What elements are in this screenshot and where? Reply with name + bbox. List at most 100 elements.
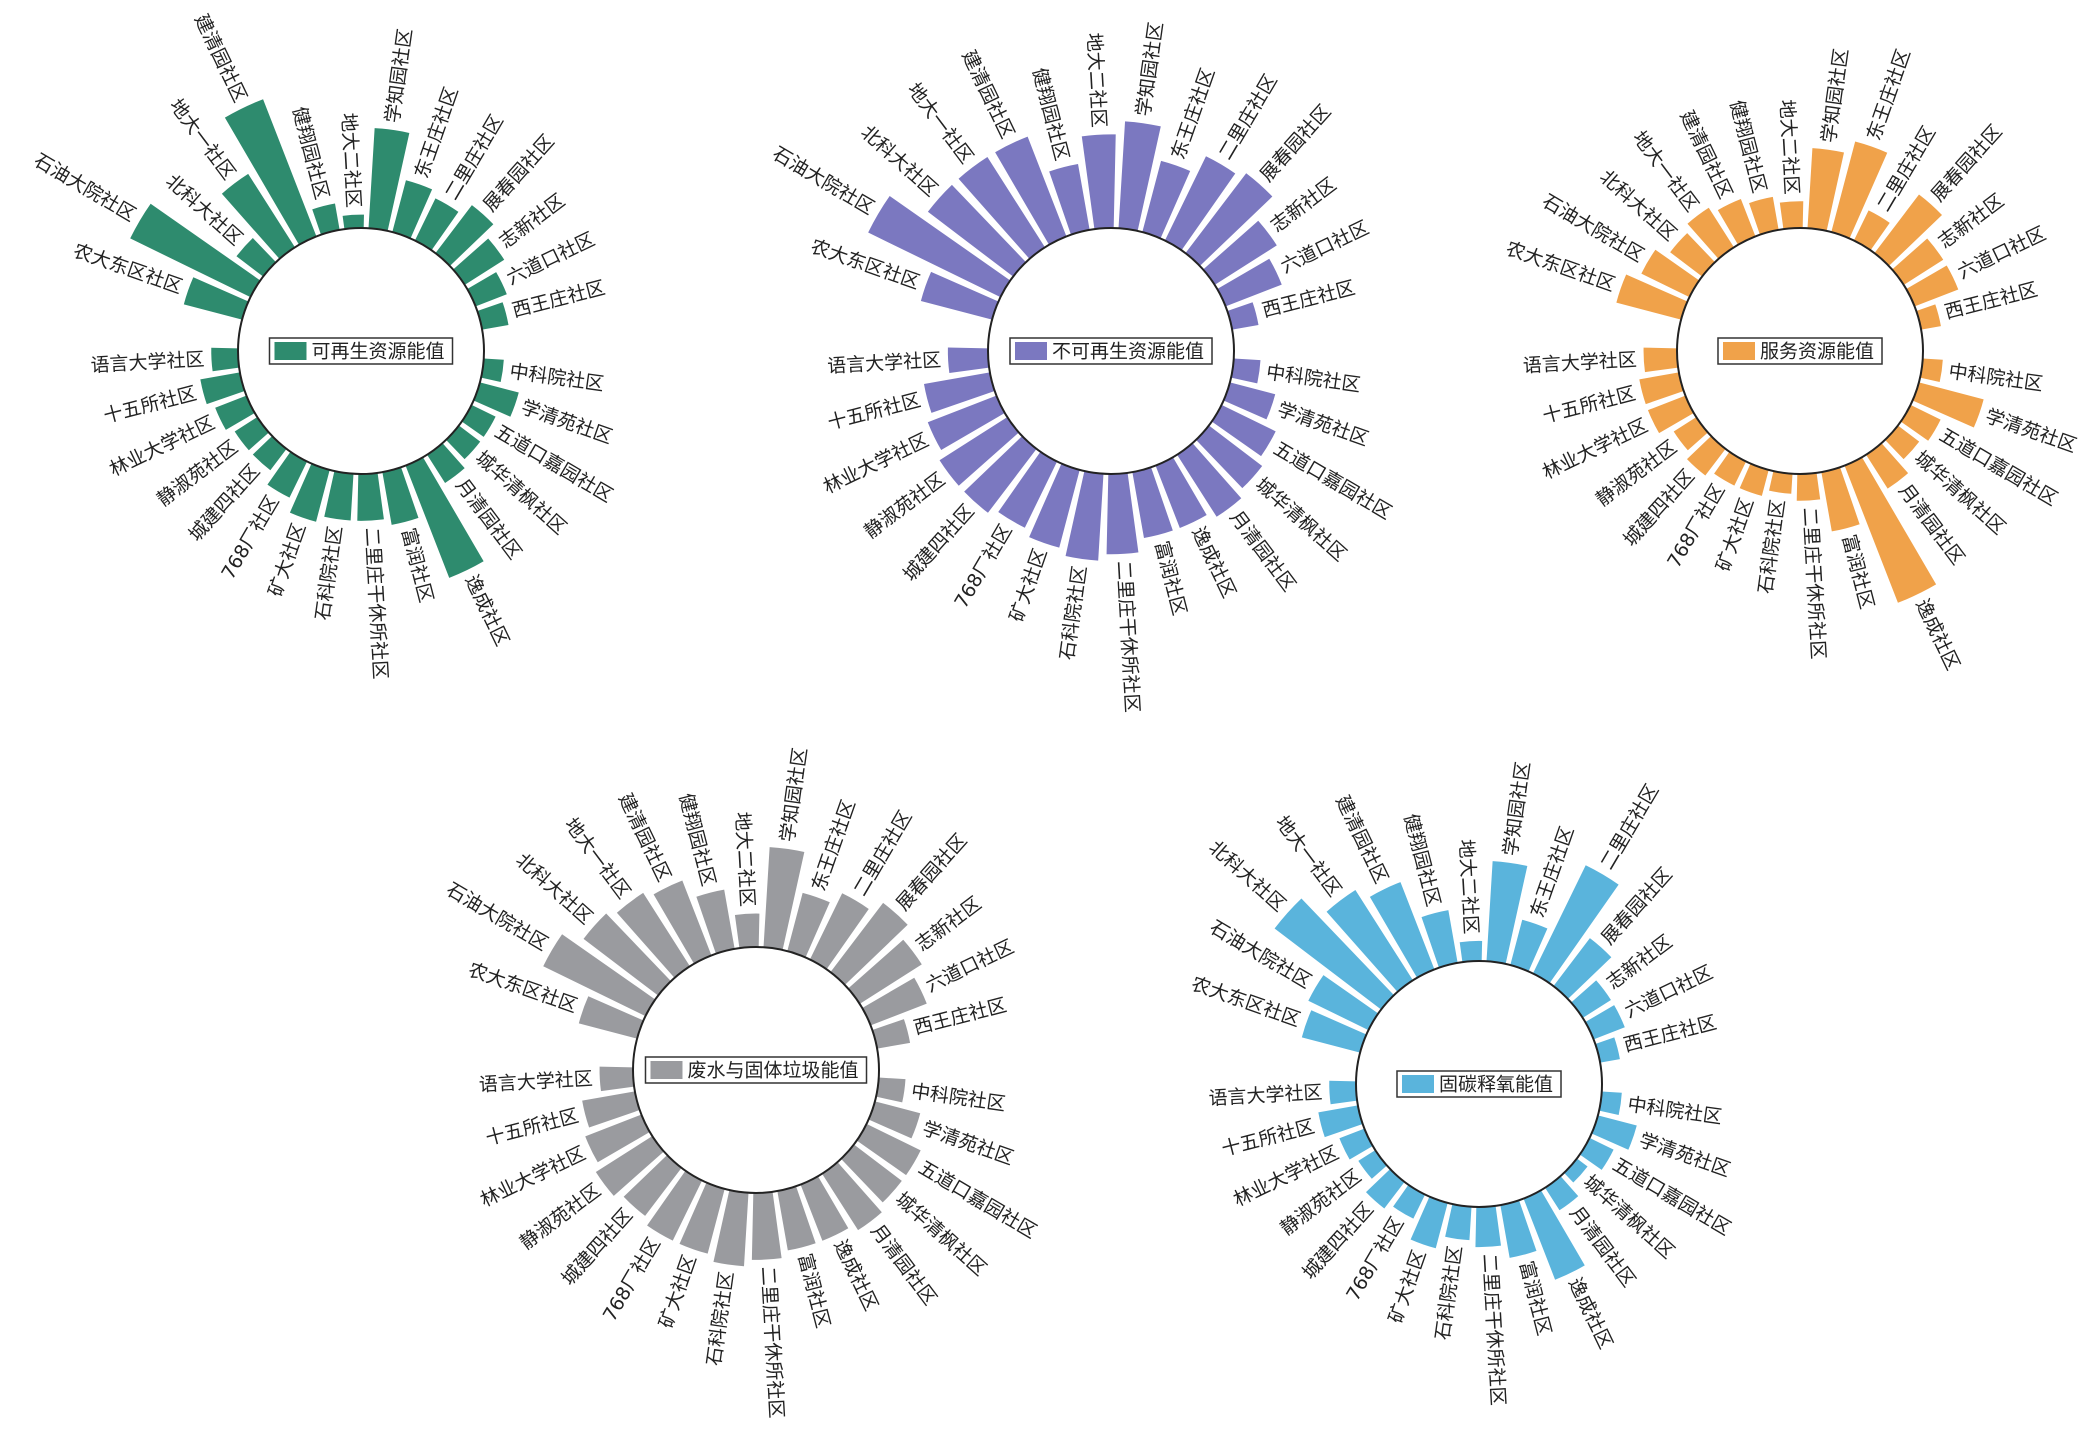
bar — [923, 372, 995, 413]
bar — [1475, 1205, 1501, 1248]
category-label: 地大一社区 — [1271, 812, 1346, 901]
category-label: 富润社区 — [397, 526, 437, 605]
bar — [342, 214, 364, 230]
bar — [958, 156, 1045, 259]
legend-box — [1009, 337, 1213, 365]
bar — [1641, 249, 1700, 298]
bar — [1231, 358, 1261, 384]
radial-bar-chart: 学知园社区东王庄社区二里庄社区展春园社区志新社区六道口社区西王庄社区中科院社区学… — [1503, 46, 2079, 673]
legend-box — [1717, 337, 1883, 365]
bar — [1616, 274, 1688, 320]
bar — [1211, 404, 1276, 457]
bar — [1900, 404, 1941, 441]
category-label: 北科大社区 — [1204, 836, 1290, 916]
bar — [1595, 1037, 1620, 1063]
bar — [1779, 201, 1804, 230]
bar — [927, 184, 1026, 277]
category-label: 健翔园社区 — [1725, 98, 1770, 195]
category-label: 逸成社区 — [460, 572, 513, 650]
bar — [392, 180, 433, 239]
bar — [763, 847, 805, 950]
category-label: 地大二社区 — [337, 112, 364, 208]
category-label: 石科院社区 — [312, 525, 347, 622]
category-label: 矿大社区 — [1006, 546, 1052, 625]
bar — [1749, 196, 1779, 235]
bar — [647, 1170, 703, 1241]
bar — [1532, 865, 1619, 984]
legend-swatch — [1722, 342, 1755, 360]
bar — [1639, 372, 1684, 405]
bar — [1892, 238, 1944, 285]
legend-box — [644, 1056, 868, 1084]
category-label: 富润社区 — [793, 1251, 833, 1330]
bar — [543, 934, 656, 1017]
bar — [848, 939, 922, 1004]
bar — [1301, 1010, 1367, 1053]
category-label: 地大二社区 — [731, 811, 758, 907]
bar — [1339, 1128, 1373, 1160]
bar — [1118, 121, 1161, 231]
bar — [856, 1123, 921, 1176]
bar — [1500, 1200, 1537, 1258]
inner-circle — [237, 227, 485, 475]
bar — [1177, 443, 1242, 517]
bar — [1647, 395, 1694, 434]
category-label: 石科院社区 — [1056, 564, 1091, 661]
bar — [1807, 148, 1844, 231]
bar — [1553, 938, 1612, 999]
bar — [1579, 1137, 1614, 1170]
category-label: 展春园社区 — [1256, 101, 1336, 187]
category-label: 地大二社区 — [1775, 99, 1802, 195]
category-label: 东王庄社区 — [411, 84, 463, 181]
bar — [616, 892, 690, 978]
bar — [1029, 463, 1080, 548]
category-label: 十五所社区 — [826, 389, 923, 434]
bar — [939, 417, 1019, 486]
category-label: 西王庄社区 — [1942, 279, 2039, 324]
radial-bar-chart: 学知园社区东王庄社区二里庄社区展春园社区志新社区六道口社区西王庄社区中科院社区学… — [442, 746, 1040, 1419]
bar — [289, 463, 330, 522]
legend-text: 服务资源能值 — [1760, 341, 1874, 363]
bar — [1185, 173, 1273, 266]
category-label: 二里庄干休所社区 — [361, 527, 392, 680]
bar — [1571, 980, 1611, 1018]
bar — [1643, 347, 1679, 373]
legend-swatch — [274, 342, 307, 360]
bar — [920, 271, 999, 320]
bar — [1545, 1176, 1579, 1211]
category-label: 学知园社区 — [1500, 760, 1535, 857]
bar — [1874, 194, 1943, 266]
category-label: 地大一社区 — [903, 79, 978, 168]
legend-text: 可再生资源能值 — [311, 341, 444, 363]
bar — [414, 198, 459, 251]
category-label: 地大二社区 — [1455, 839, 1482, 935]
bar — [1223, 382, 1276, 420]
bar — [998, 451, 1058, 528]
legend-text: 废水与固体垃圾能值 — [687, 1060, 858, 1082]
bar — [696, 889, 735, 954]
bar — [1164, 156, 1236, 251]
category-label: 富润社区 — [1515, 1259, 1555, 1338]
inner-circle — [987, 227, 1235, 475]
bar — [481, 358, 504, 382]
bar — [312, 203, 340, 235]
bar — [200, 372, 245, 405]
legend-box — [268, 337, 454, 365]
category-label: 石油大院社区 — [30, 149, 139, 226]
category-label: 北科大社区 — [856, 121, 942, 201]
bar — [585, 1114, 650, 1163]
category-label: 建清园社区 — [1331, 792, 1392, 887]
bar — [1920, 358, 1943, 382]
bar — [368, 128, 410, 231]
category-label: 十五所社区 — [101, 382, 198, 427]
legend-swatch — [650, 1061, 683, 1079]
bar — [435, 205, 494, 266]
bar — [1486, 861, 1528, 964]
bar — [1853, 210, 1890, 251]
category-label: 十五所社区 — [1219, 1115, 1316, 1160]
category-label: 石科院社区 — [1755, 498, 1790, 595]
bar — [183, 277, 249, 320]
bar — [947, 347, 990, 373]
category-label: 逸成社区 — [1911, 596, 1964, 674]
category-label: 建清园社区 — [190, 11, 251, 106]
